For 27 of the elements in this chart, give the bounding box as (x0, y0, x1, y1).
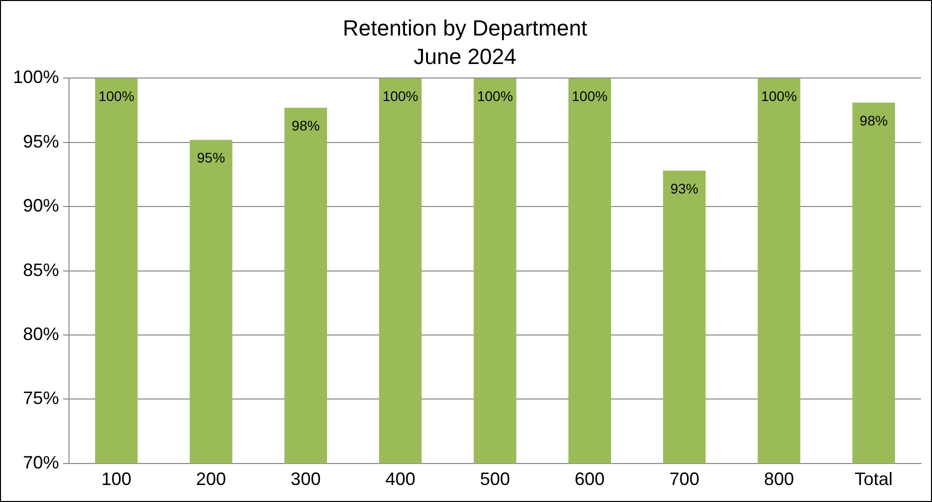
data-label: 95% (197, 150, 226, 166)
data-label: 100% (761, 88, 797, 104)
x-tick-label: 500 (480, 469, 510, 490)
x-tick-label: Total (854, 469, 893, 490)
chart-subtitle: June 2024 (414, 44, 516, 69)
x-tick-label: 800 (764, 469, 794, 490)
x-tick-label: 300 (290, 469, 321, 490)
y-tick-label: 95% (23, 131, 60, 152)
y-tick-label: 100% (12, 67, 60, 88)
x-tick-label: 700 (669, 469, 700, 490)
x-tick-label: 400 (385, 469, 416, 490)
data-label: 100% (98, 88, 134, 104)
data-label: 100% (572, 88, 608, 104)
data-label: 100% (477, 88, 513, 104)
y-tick-label: 70% (23, 452, 60, 472)
y-tick-label: 90% (23, 196, 60, 216)
y-tick-label: 80% (23, 324, 60, 344)
x-tick-label: 600 (574, 469, 605, 490)
data-label: 98% (860, 112, 888, 128)
data-label: 98% (292, 118, 320, 134)
data-label: 93% (670, 180, 698, 197)
x-tick-label: 100 (101, 469, 132, 490)
y-tick-label: 85% (23, 260, 60, 280)
data-label: 100% (382, 88, 418, 104)
x-tick-label: 200 (196, 469, 226, 490)
y-tick-label: 75% (23, 388, 60, 408)
chart-title: Retention by Department (342, 15, 588, 40)
